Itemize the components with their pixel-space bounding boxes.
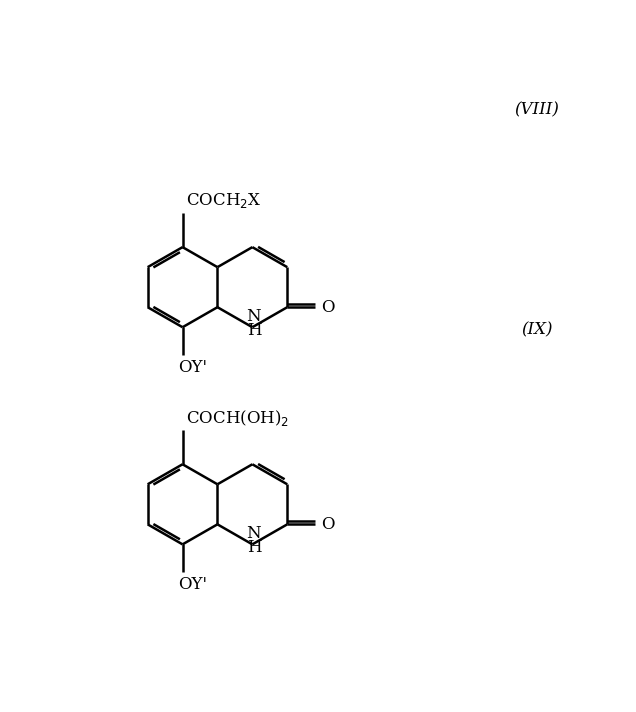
Text: H: H — [247, 539, 261, 556]
Text: H: H — [247, 322, 261, 339]
Text: OY': OY' — [178, 576, 207, 593]
Text: COCH(OH)$_2$: COCH(OH)$_2$ — [186, 408, 289, 428]
Text: O: O — [321, 515, 335, 533]
Text: (VIII): (VIII) — [515, 102, 559, 119]
Text: N: N — [247, 308, 261, 325]
Text: N: N — [247, 525, 261, 542]
Text: OY': OY' — [178, 359, 207, 376]
Text: O: O — [321, 299, 335, 315]
Text: (IX): (IX) — [521, 321, 553, 338]
Text: COCH$_2$X: COCH$_2$X — [186, 192, 261, 210]
